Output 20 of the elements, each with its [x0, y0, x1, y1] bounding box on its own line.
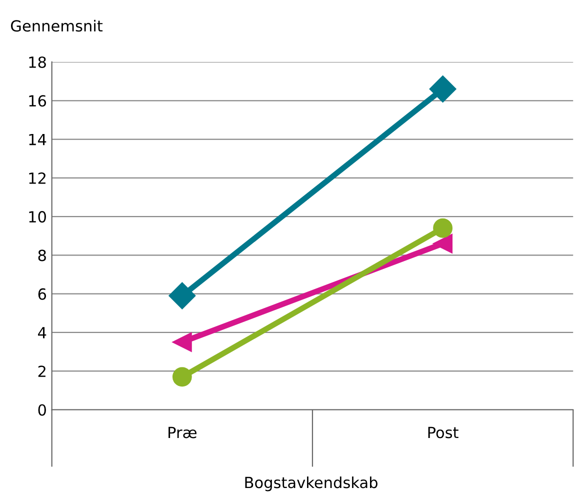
point: [168, 282, 196, 310]
y-tick-label: 18: [29, 56, 46, 68]
y-tick-label: 6: [38, 288, 46, 300]
y-tick-label: 12: [29, 172, 46, 184]
point: [429, 76, 456, 102]
y-tick-label: 2: [38, 366, 46, 377]
y-tick-label: 16: [29, 95, 46, 107]
y-tick-label: 14: [29, 134, 46, 146]
y-tick-label: 8: [38, 250, 46, 262]
y-axis-title: Gennemsnit: [10, 20, 103, 32]
x-tick-label: Præ: [168, 426, 196, 438]
y-tick-label: 10: [29, 211, 46, 223]
y-tick-label: 4: [38, 327, 46, 338]
point: [172, 367, 192, 387]
x-axis-title: Bogstavkendskab: [245, 476, 378, 492]
x-tick-label: Post: [428, 426, 458, 438]
point: [433, 234, 453, 254]
y-tick-label: 0: [38, 404, 46, 416]
point: [172, 332, 192, 352]
point: [433, 218, 453, 238]
